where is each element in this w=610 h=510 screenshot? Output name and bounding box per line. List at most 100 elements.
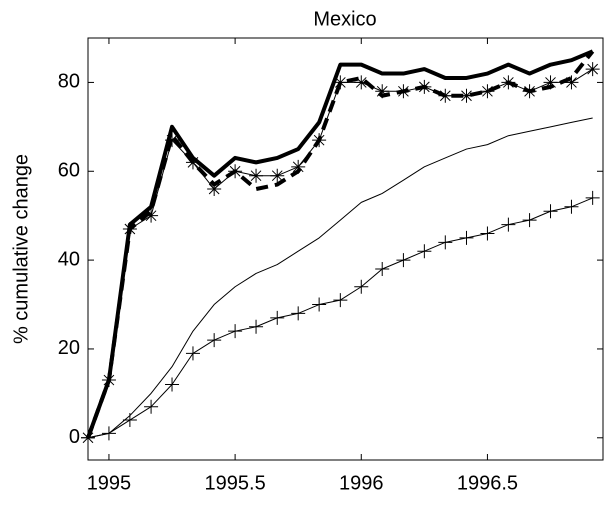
marker-plus [312,297,327,312]
marker-star [564,75,579,90]
marker-star [396,84,411,99]
marker-stroke [459,88,474,103]
marker-stroke [312,297,327,312]
marker-plus [354,279,369,294]
marker-plus [144,399,159,414]
chart-title: Mexico [313,8,376,30]
marker-stroke [185,155,200,170]
marker-stroke [417,244,432,259]
marker-stroke [522,213,537,228]
marker-star [438,88,453,103]
marker-plus [564,199,579,214]
marker-stroke [207,182,222,197]
x-tick-label: 1996.5 [457,472,518,494]
marker-plus [438,235,453,250]
marker-plus [228,324,243,339]
y-tick-label: 80 [58,71,80,93]
marker-stroke [81,430,95,445]
marker-plus [396,253,411,268]
marker-stroke [270,310,285,325]
series-line [86,50,595,439]
marker-stroke [333,75,348,90]
marker-stroke [396,253,411,268]
marker-plus [291,306,306,321]
marker-star [185,155,200,170]
marker-stroke [270,168,285,183]
marker-stroke [459,230,474,245]
y-tick-label: 40 [58,248,80,270]
marker-stroke [249,168,264,183]
marker-plus [501,217,516,232]
marker-star [101,373,116,388]
x-tick-label: 1996 [339,472,384,494]
plot-frame [87,37,604,461]
marker-stroke [165,377,180,392]
marker-star [417,79,432,94]
marker-stroke [122,222,137,237]
marker-stroke [438,235,453,250]
marker-stroke [417,79,432,94]
marker-star [501,75,516,90]
series-line [87,68,593,438]
series-line [86,49,594,439]
marker-plus [522,213,537,228]
marker-plus [480,226,495,241]
marker-plus [333,293,348,308]
marker-stroke [585,190,600,205]
marker-stroke [101,426,116,441]
marker-stroke [354,75,369,90]
marker-stroke [543,204,558,219]
marker-star [585,62,600,77]
marker-plus [270,310,285,325]
marker-stroke [354,279,369,294]
marker-plus [459,230,474,245]
marker-stroke [165,133,180,148]
x-tick-label: 1995.5 [205,472,266,494]
marker-stroke [438,88,453,103]
marker-stroke [185,346,200,361]
marker-stroke [522,84,537,99]
marker-plus [185,346,200,361]
marker-plus [417,244,432,259]
marker-star [291,159,306,174]
marker-stroke [396,84,411,99]
marker-stroke [501,75,516,90]
marker-stroke [291,159,306,174]
marker-stroke [291,306,306,321]
marker-star [375,84,390,99]
marker-stroke [375,261,390,276]
marker-plus [165,377,180,392]
marker-plus [207,333,222,348]
marker-star [144,208,159,223]
marker-stroke [375,84,390,99]
marker-stroke [144,399,159,414]
marker-stroke [543,75,558,90]
marker-stroke [312,133,327,148]
marker-stroke [122,413,137,428]
x-tick-label: 1995 [87,472,132,494]
marker-stroke [228,324,243,339]
marker-star [522,84,537,99]
marker-plus [122,413,137,428]
marker-star [249,168,264,183]
marker-star [543,75,558,90]
marker-stroke [480,226,495,241]
marker-plus [101,426,116,441]
marker-star [270,168,285,183]
marker-stroke [501,217,516,232]
series-line [87,117,593,439]
y-axis-label: % cumulative change [10,154,32,344]
marker-star [165,133,180,148]
marker-plus [543,204,558,219]
marker-plus [585,190,600,205]
marker-plus [249,319,264,334]
marker-star [480,84,495,99]
marker-star [459,88,474,103]
y-tick-label: 0 [69,426,80,448]
marker-star [333,75,348,90]
marker-plus [375,261,390,276]
marker-star [312,133,327,148]
y-tick-label: 60 [58,160,80,182]
marker-stroke [333,293,348,308]
